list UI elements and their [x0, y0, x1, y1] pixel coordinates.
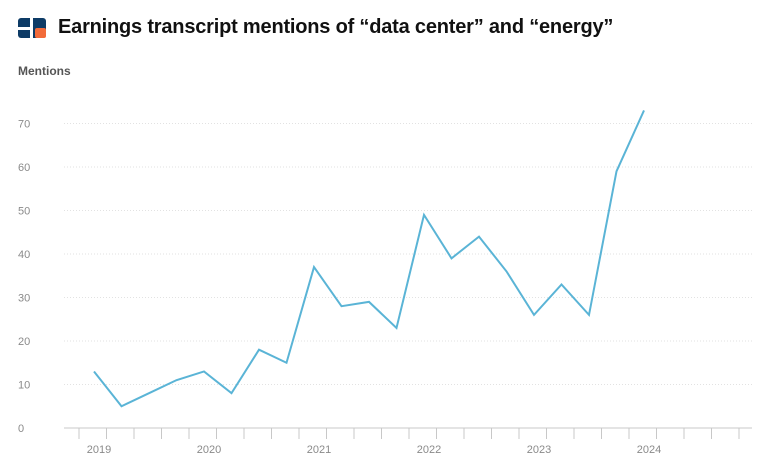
y-tick-label: 60 — [18, 162, 30, 174]
y-tick-label: 30 — [18, 293, 30, 305]
data-point — [449, 256, 454, 261]
data-point — [614, 169, 619, 174]
data-point — [147, 391, 152, 396]
data-point — [174, 378, 179, 383]
data-point — [339, 304, 344, 309]
data-point — [367, 299, 372, 304]
data-point — [532, 312, 537, 317]
x-tick-label: 2023 — [527, 444, 551, 456]
data-point — [257, 347, 262, 352]
data-point — [394, 325, 399, 330]
data-point — [202, 369, 207, 374]
data-point — [642, 108, 647, 113]
data-point — [587, 312, 592, 317]
data-point — [559, 282, 564, 287]
y-tick-label: 0 — [18, 423, 24, 435]
series-line — [93, 110, 645, 408]
y-tick-label: 70 — [18, 119, 30, 131]
x-tick-label: 2024 — [637, 444, 661, 456]
x-tick-label: 2020 — [197, 444, 221, 456]
x-tick-label: 2021 — [307, 444, 331, 456]
data-point — [312, 265, 317, 270]
y-tick-label: 40 — [18, 249, 30, 261]
chart-title: Earnings transcript mentions of “data ce… — [58, 16, 614, 38]
data-point — [422, 212, 427, 217]
data-point — [119, 404, 124, 409]
data-point — [229, 391, 234, 396]
y-tick-label: 10 — [18, 380, 30, 392]
brand-logo-icon — [18, 18, 46, 38]
data-point — [477, 234, 482, 239]
data-point — [92, 369, 97, 374]
data-point — [504, 269, 509, 274]
y-tick-label: 50 — [18, 206, 30, 218]
y-axis-label: Mentions — [18, 64, 71, 78]
data-point — [284, 360, 289, 365]
x-tick-label: 2022 — [417, 444, 441, 456]
y-tick-label: 20 — [18, 336, 30, 348]
x-tick-label: 2019 — [87, 444, 111, 456]
